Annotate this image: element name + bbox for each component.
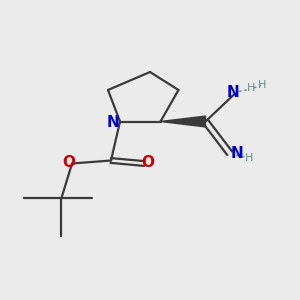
Polygon shape — [160, 116, 206, 127]
Text: N: N — [227, 85, 239, 100]
Text: H: H — [247, 83, 256, 93]
Text: O: O — [62, 155, 75, 170]
Text: N: N — [107, 115, 120, 130]
Text: O: O — [141, 155, 154, 170]
Text: H: H — [245, 153, 253, 164]
Text: H: H — [258, 80, 267, 90]
Text: N: N — [230, 146, 243, 161]
